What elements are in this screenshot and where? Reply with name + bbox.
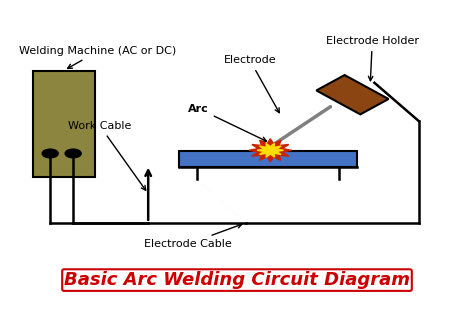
Text: Electrode Cable: Electrode Cable <box>144 224 242 249</box>
Text: Electrode Holder: Electrode Holder <box>326 36 419 81</box>
Text: Work Cable: Work Cable <box>68 121 146 190</box>
Circle shape <box>65 149 81 158</box>
Bar <box>179 152 357 167</box>
Circle shape <box>42 149 58 158</box>
Bar <box>316 75 389 114</box>
Polygon shape <box>249 139 292 162</box>
Polygon shape <box>257 144 283 157</box>
Text: Arc: Arc <box>188 104 266 141</box>
Text: Electrode: Electrode <box>224 55 279 113</box>
Bar <box>33 71 95 177</box>
Text: Welding Machine (AC or DC): Welding Machine (AC or DC) <box>19 46 177 68</box>
Text: Basic Arc Welding Circuit Diagram: Basic Arc Welding Circuit Diagram <box>64 271 410 289</box>
